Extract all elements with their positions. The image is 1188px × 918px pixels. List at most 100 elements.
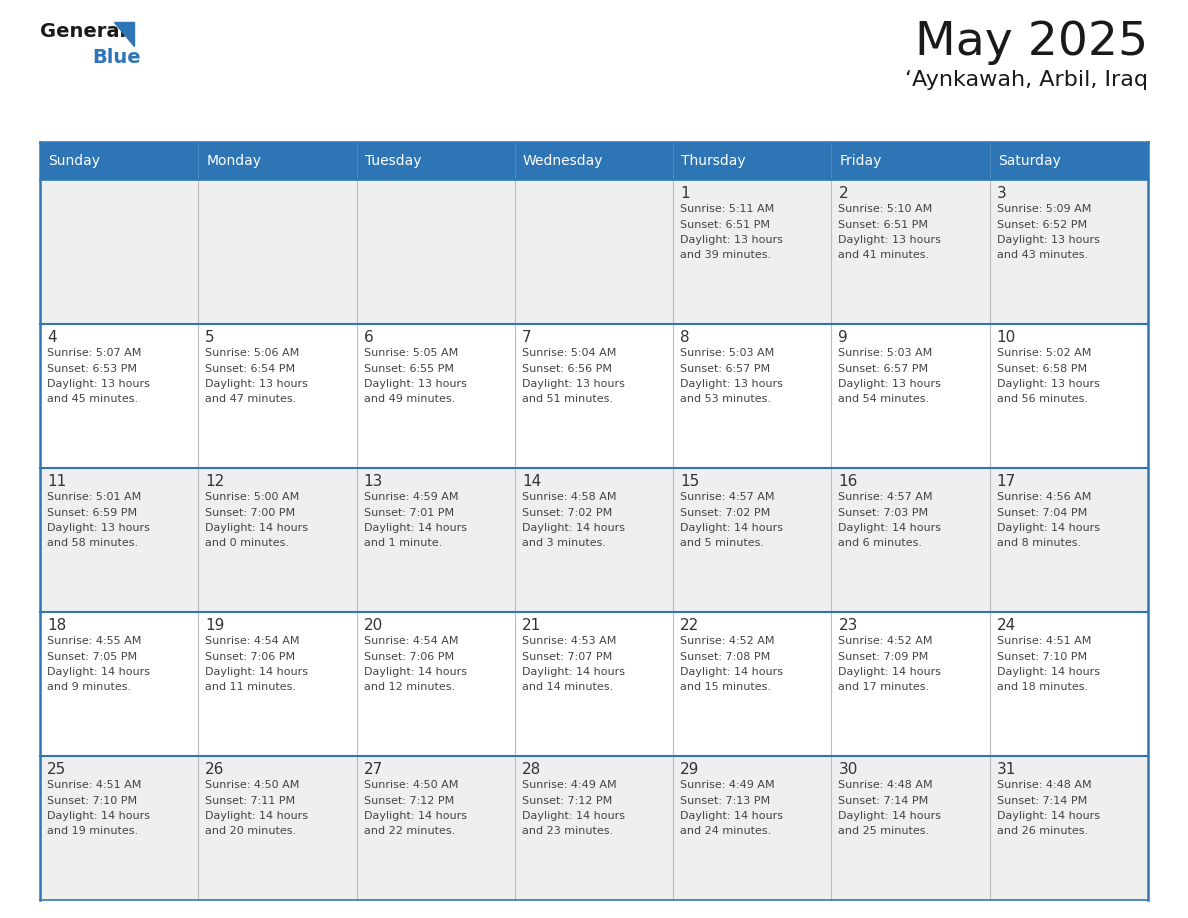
- Text: May 2025: May 2025: [915, 20, 1148, 65]
- Text: Daylight: 13 hours: Daylight: 13 hours: [839, 235, 941, 245]
- Text: Sunset: 7:09 PM: Sunset: 7:09 PM: [839, 652, 929, 662]
- Bar: [990, 468, 1148, 612]
- Text: Sunset: 7:13 PM: Sunset: 7:13 PM: [681, 796, 770, 805]
- Bar: [198, 180, 356, 324]
- Text: Sunset: 6:54 PM: Sunset: 6:54 PM: [206, 364, 296, 374]
- Text: and 15 minutes.: and 15 minutes.: [681, 682, 771, 692]
- Text: and 22 minutes.: and 22 minutes.: [364, 826, 455, 836]
- Text: Sunset: 7:07 PM: Sunset: 7:07 PM: [522, 652, 612, 662]
- Text: Daylight: 14 hours: Daylight: 14 hours: [997, 811, 1100, 821]
- Text: Daylight: 14 hours: Daylight: 14 hours: [839, 523, 941, 533]
- Text: and 20 minutes.: and 20 minutes.: [206, 826, 297, 836]
- Bar: [832, 756, 990, 900]
- Text: Daylight: 14 hours: Daylight: 14 hours: [206, 667, 308, 677]
- Text: and 51 minutes.: and 51 minutes.: [522, 395, 613, 405]
- Text: Sunrise: 5:00 AM: Sunrise: 5:00 AM: [206, 492, 299, 502]
- Text: and 3 minutes.: and 3 minutes.: [522, 539, 606, 548]
- Bar: [40, 180, 198, 324]
- Text: Daylight: 13 hours: Daylight: 13 hours: [681, 235, 783, 245]
- Text: 10: 10: [997, 330, 1016, 345]
- Text: 20: 20: [364, 618, 383, 633]
- Text: Daylight: 14 hours: Daylight: 14 hours: [48, 811, 150, 821]
- Text: 31: 31: [997, 762, 1016, 777]
- Text: and 45 minutes.: and 45 minutes.: [48, 395, 138, 405]
- Bar: [356, 324, 514, 468]
- Text: Sunrise: 5:01 AM: Sunrise: 5:01 AM: [48, 492, 141, 502]
- Text: and 18 minutes.: and 18 minutes.: [997, 682, 1088, 692]
- Bar: [990, 324, 1148, 468]
- Text: Sunrise: 4:54 AM: Sunrise: 4:54 AM: [206, 636, 299, 646]
- Text: 14: 14: [522, 474, 541, 489]
- Text: Sunrise: 4:56 AM: Sunrise: 4:56 AM: [997, 492, 1091, 502]
- Text: 18: 18: [48, 618, 67, 633]
- Bar: [514, 468, 674, 612]
- Text: Wednesday: Wednesday: [523, 154, 604, 168]
- Text: Sunrise: 4:50 AM: Sunrise: 4:50 AM: [364, 780, 457, 790]
- Bar: [40, 612, 198, 756]
- Text: Sunset: 7:12 PM: Sunset: 7:12 PM: [522, 796, 612, 805]
- Text: Sunset: 7:06 PM: Sunset: 7:06 PM: [364, 652, 454, 662]
- Text: Daylight: 13 hours: Daylight: 13 hours: [48, 523, 150, 533]
- Text: Sunset: 6:52 PM: Sunset: 6:52 PM: [997, 219, 1087, 230]
- Bar: [514, 612, 674, 756]
- Text: Sunset: 7:12 PM: Sunset: 7:12 PM: [364, 796, 454, 805]
- Text: Sunrise: 4:58 AM: Sunrise: 4:58 AM: [522, 492, 617, 502]
- Text: and 11 minutes.: and 11 minutes.: [206, 682, 296, 692]
- Text: 11: 11: [48, 474, 67, 489]
- Text: Sunset: 7:10 PM: Sunset: 7:10 PM: [48, 796, 137, 805]
- Text: Sunrise: 4:54 AM: Sunrise: 4:54 AM: [364, 636, 459, 646]
- Text: Sunday: Sunday: [48, 154, 100, 168]
- Text: Sunset: 6:57 PM: Sunset: 6:57 PM: [839, 364, 929, 374]
- Text: Monday: Monday: [207, 154, 261, 168]
- Text: Sunrise: 5:02 AM: Sunrise: 5:02 AM: [997, 348, 1091, 358]
- Text: and 8 minutes.: and 8 minutes.: [997, 539, 1081, 548]
- Text: Sunrise: 4:55 AM: Sunrise: 4:55 AM: [48, 636, 141, 646]
- Text: Sunrise: 5:07 AM: Sunrise: 5:07 AM: [48, 348, 141, 358]
- Text: Blue: Blue: [91, 48, 140, 67]
- Bar: [990, 180, 1148, 324]
- Text: 6: 6: [364, 330, 373, 345]
- Text: Daylight: 14 hours: Daylight: 14 hours: [522, 523, 625, 533]
- Text: Sunrise: 5:09 AM: Sunrise: 5:09 AM: [997, 204, 1091, 214]
- Text: Sunset: 7:01 PM: Sunset: 7:01 PM: [364, 508, 454, 518]
- Bar: [198, 142, 356, 180]
- Bar: [674, 756, 832, 900]
- Bar: [356, 180, 514, 324]
- Text: Daylight: 14 hours: Daylight: 14 hours: [48, 667, 150, 677]
- Bar: [674, 468, 832, 612]
- Text: Daylight: 14 hours: Daylight: 14 hours: [206, 811, 308, 821]
- Text: 21: 21: [522, 618, 541, 633]
- Text: Sunset: 6:56 PM: Sunset: 6:56 PM: [522, 364, 612, 374]
- Text: Sunset: 7:10 PM: Sunset: 7:10 PM: [997, 652, 1087, 662]
- Text: and 43 minutes.: and 43 minutes.: [997, 251, 1088, 261]
- Text: 7: 7: [522, 330, 531, 345]
- Text: 25: 25: [48, 762, 67, 777]
- Text: and 9 minutes.: and 9 minutes.: [48, 682, 131, 692]
- Bar: [832, 324, 990, 468]
- Text: Sunrise: 5:10 AM: Sunrise: 5:10 AM: [839, 204, 933, 214]
- Text: and 41 minutes.: and 41 minutes.: [839, 251, 929, 261]
- Bar: [356, 468, 514, 612]
- Text: 13: 13: [364, 474, 383, 489]
- Text: 9: 9: [839, 330, 848, 345]
- Text: and 23 minutes.: and 23 minutes.: [522, 826, 613, 836]
- Bar: [674, 180, 832, 324]
- Bar: [674, 612, 832, 756]
- Bar: [40, 142, 198, 180]
- Text: and 14 minutes.: and 14 minutes.: [522, 682, 613, 692]
- Bar: [674, 142, 832, 180]
- Text: Sunset: 6:58 PM: Sunset: 6:58 PM: [997, 364, 1087, 374]
- Text: Sunset: 7:02 PM: Sunset: 7:02 PM: [522, 508, 612, 518]
- Text: and 6 minutes.: and 6 minutes.: [839, 539, 922, 548]
- Text: Daylight: 14 hours: Daylight: 14 hours: [681, 667, 783, 677]
- Text: Sunset: 6:53 PM: Sunset: 6:53 PM: [48, 364, 137, 374]
- Text: Sunset: 7:11 PM: Sunset: 7:11 PM: [206, 796, 296, 805]
- Text: and 54 minutes.: and 54 minutes.: [839, 395, 929, 405]
- Text: Sunset: 6:51 PM: Sunset: 6:51 PM: [839, 219, 929, 230]
- Bar: [356, 142, 514, 180]
- Text: and 47 minutes.: and 47 minutes.: [206, 395, 297, 405]
- Text: Sunset: 7:02 PM: Sunset: 7:02 PM: [681, 508, 770, 518]
- Bar: [990, 756, 1148, 900]
- Text: Daylight: 14 hours: Daylight: 14 hours: [839, 667, 941, 677]
- Text: Daylight: 13 hours: Daylight: 13 hours: [364, 379, 467, 389]
